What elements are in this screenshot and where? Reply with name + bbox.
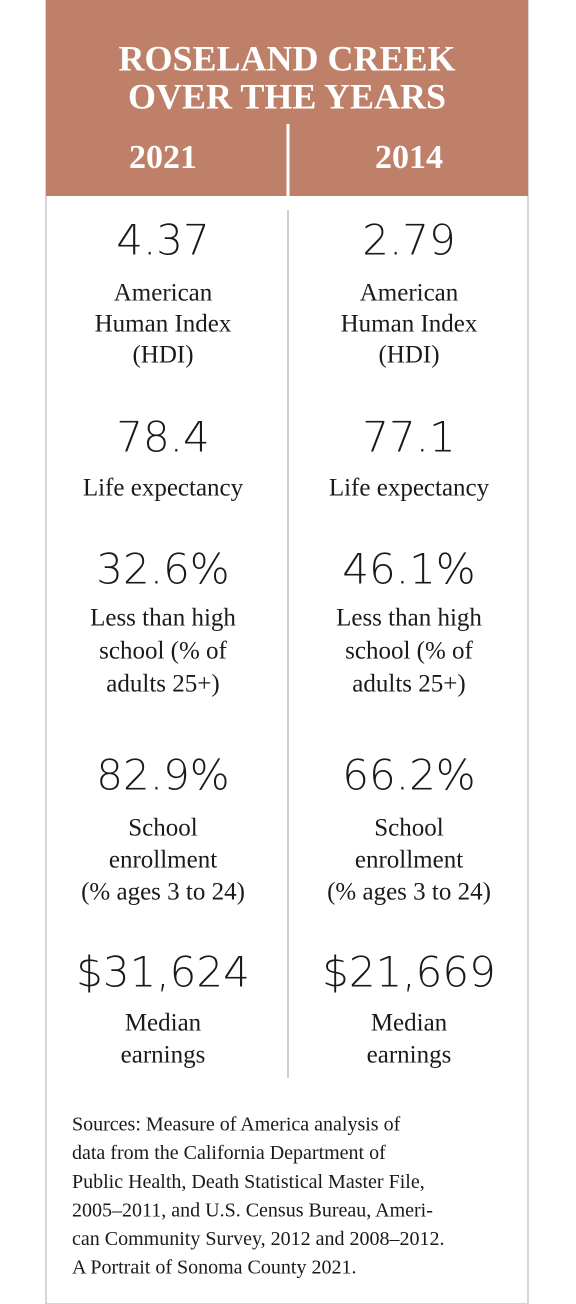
- stat-value: 82.9%: [96, 751, 229, 800]
- source-line: 2005–2011, and U.S. Census Bureau, Ameri…: [72, 1199, 433, 1221]
- stat-label: Less than high: [90, 605, 236, 632]
- stat-label: American: [114, 280, 213, 307]
- title-line: ROSELAND CREEK: [118, 38, 455, 78]
- title-line: OVER THE YEARS: [128, 76, 446, 116]
- stat-value: 66.2%: [342, 751, 475, 800]
- source-line: data from the California Department of: [72, 1142, 386, 1164]
- column-year: 2021: [129, 139, 197, 176]
- column-year: 2014: [375, 139, 443, 176]
- stat-label: (HDI): [132, 342, 193, 369]
- stat-value: 32.6%: [96, 545, 229, 594]
- stat-label: Life expectancy: [329, 475, 490, 502]
- stat-label: School: [374, 815, 444, 842]
- stat-label: enrollment: [109, 847, 217, 874]
- stat-value: 4.37: [116, 216, 210, 265]
- stat-label: American: [360, 280, 459, 307]
- stat-value: $21,669: [322, 948, 496, 997]
- stat-label: (HDI): [378, 342, 439, 369]
- stat-label: school (% of: [345, 638, 473, 665]
- source-line: Public Health, Death Statistical Master …: [72, 1171, 425, 1193]
- stat-value: 78.4: [116, 413, 210, 462]
- stat-label: Life expectancy: [83, 475, 244, 502]
- stat-label: earnings: [367, 1042, 452, 1069]
- stat-label: earnings: [121, 1042, 206, 1069]
- stat-value: 77.1: [362, 413, 456, 462]
- stat-label: school (% of: [99, 638, 227, 665]
- stat-label: adults 25+): [352, 671, 465, 698]
- source-line: Sources: Measure of America analysis of: [72, 1114, 401, 1136]
- stat-label: Median: [371, 1010, 448, 1037]
- stat-label: School: [128, 815, 198, 842]
- source-line: can Community Survey, 2012 and 2008–2012…: [72, 1228, 445, 1250]
- stat-label: Less than high: [336, 605, 482, 632]
- stat-label: Median: [125, 1010, 202, 1037]
- stat-value: 2.79: [362, 216, 456, 265]
- source-line: A Portrait of Sonoma County 2021.: [72, 1257, 356, 1279]
- stat-label: Human Index: [95, 311, 232, 338]
- stat-value: $31,624: [76, 948, 250, 997]
- stat-label: adults 25+): [106, 671, 219, 698]
- stat-label: (% ages 3 to 24): [81, 879, 245, 906]
- stat-label: Human Index: [341, 311, 478, 338]
- stat-value: 46.1%: [342, 545, 475, 594]
- stat-label: enrollment: [355, 847, 463, 874]
- stat-label: (% ages 3 to 24): [327, 879, 491, 906]
